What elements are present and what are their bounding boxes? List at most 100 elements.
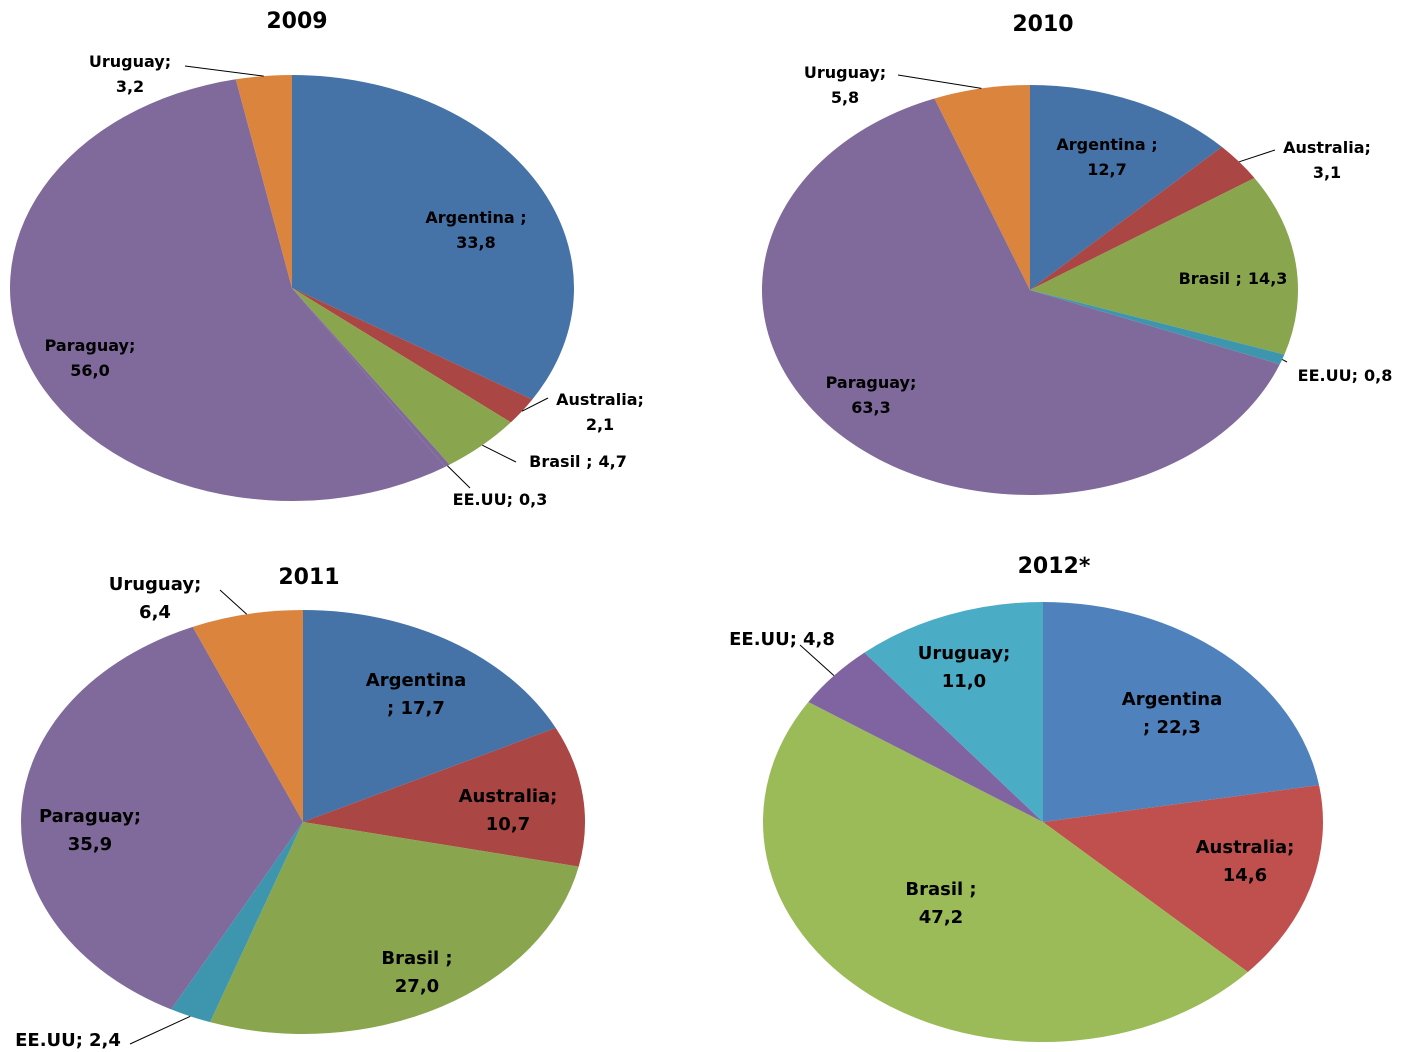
label-category: Brasil ;	[905, 879, 976, 900]
data-label: Australia; 2,1	[556, 390, 644, 434]
pie-slice	[292, 288, 533, 423]
label-value: 35,9	[68, 834, 112, 855]
label-value: 14,6	[1223, 865, 1267, 886]
data-label: Paraguay; 35,9	[39, 806, 141, 855]
pie-slice	[1043, 785, 1323, 972]
data-label: Australia; 10,7	[459, 786, 558, 835]
label-category: Paraguay;	[826, 373, 917, 392]
label-value: 4,7	[599, 452, 627, 471]
label-value: 4,8	[803, 629, 835, 650]
data-label: Uruguay; 5,8	[804, 63, 886, 107]
chart-title: 2010	[1012, 12, 1073, 37]
pie-slice	[9, 79, 446, 501]
pie-slice	[292, 75, 575, 400]
data-label: EE.UU; 4,8	[729, 629, 835, 650]
data-label: Argentina ; 22,3	[1122, 689, 1222, 738]
label-category: EE.UU;	[729, 629, 797, 650]
data-label: Australia; 14,6	[1196, 837, 1295, 886]
pie-slice	[192, 610, 303, 822]
label-category: Paraguay;	[39, 806, 141, 827]
label-category: Uruguay;	[804, 63, 886, 82]
data-label: EE.UU; 2,4	[15, 1030, 121, 1051]
chart-title: 2009	[266, 9, 327, 34]
label-value: 12,7	[1087, 160, 1126, 179]
label-category: Argentina	[366, 670, 466, 691]
leader-line	[219, 589, 248, 615]
pie-slice	[1030, 146, 1255, 290]
data-label: Brasil ; 14,3	[1179, 269, 1288, 288]
leader-line	[799, 644, 835, 676]
data-label: Uruguay; 3,2	[89, 52, 171, 96]
label-value: 5,8	[831, 88, 859, 107]
label-category: Uruguay;	[109, 574, 202, 595]
leader-line	[447, 465, 471, 489]
data-label: Brasil ; 27,0	[381, 948, 452, 997]
chart-title: 2012*	[1018, 554, 1091, 579]
label-category: Argentina ;	[1056, 135, 1157, 154]
label-category: EE.UU;	[1298, 366, 1358, 385]
pie-slice	[171, 822, 303, 1023]
data-label: Uruguay; 11,0	[918, 643, 1011, 692]
leader-line	[1238, 149, 1276, 163]
label-value: 3,1	[1313, 163, 1341, 182]
pie-slice	[292, 288, 511, 465]
label-category: Australia;	[459, 786, 558, 807]
label-value: 63,3	[851, 398, 890, 417]
data-label: Argentina ; 33,8	[425, 208, 526, 252]
leader-line	[1281, 358, 1288, 363]
pie-slice	[808, 652, 1043, 822]
data-label: Paraguay; 63,3	[826, 373, 917, 417]
leader-line	[521, 397, 549, 412]
label-value: 10,7	[486, 814, 530, 835]
pie-slice	[303, 610, 556, 822]
data-label: Paraguay; 56,0	[45, 336, 136, 380]
label-value: 2,1	[586, 415, 614, 434]
leader-line	[129, 1015, 191, 1045]
pie-slice	[1030, 290, 1285, 365]
label-category: Australia;	[1283, 138, 1371, 157]
data-label: Uruguay; 6,4	[109, 574, 202, 623]
pie-slice	[235, 75, 292, 288]
label-value: 47,2	[919, 907, 963, 928]
label-category: Uruguay;	[918, 643, 1011, 664]
leader-line	[482, 444, 517, 463]
data-label: EE.UU; 0,3	[453, 490, 548, 509]
label-category: Brasil ;	[529, 452, 592, 471]
pie-slice	[303, 727, 585, 867]
label-category: Australia;	[1196, 837, 1295, 858]
pie-slice	[1030, 177, 1298, 355]
label-category: Argentina	[1122, 689, 1222, 710]
label-category: Australia;	[556, 390, 644, 409]
pie-chart: 2010 Argentina ; 12,7 Australia; 3,1 Brasil ;…	[761, 12, 1393, 496]
data-label: Argentina ; 17,7	[366, 670, 466, 719]
label-category: Brasil ;	[381, 948, 452, 969]
pie-slice	[934, 85, 1030, 290]
label-value: 11,0	[942, 671, 986, 692]
label-value: 6,4	[139, 602, 171, 623]
label-value: 33,8	[456, 233, 495, 252]
label-value: 56,0	[70, 361, 109, 380]
label-value: 14,3	[1248, 269, 1287, 288]
pie-chart: 2011 Argentina ; 17,7 Australia; 10,7 Brasil …	[15, 565, 585, 1051]
label-category: EE.UU;	[453, 490, 513, 509]
leader-line	[897, 74, 982, 89]
pie-slice	[762, 701, 1248, 1043]
data-label: EE.UU; 0,8	[1298, 366, 1393, 385]
data-label: Argentina ; 12,7	[1056, 135, 1157, 179]
label-value: ; 22,3	[1143, 717, 1201, 738]
label-category: Uruguay;	[89, 52, 171, 71]
label-category: Brasil ;	[1179, 269, 1242, 288]
pie-chart: 2012* Argentina ; 22,3 Australia; 14,6 Brasil…	[729, 554, 1323, 1043]
data-label: Brasil ; 47,2	[905, 879, 976, 928]
label-category: Paraguay;	[45, 336, 136, 355]
label-value: 27,0	[395, 976, 439, 997]
label-value: 2,4	[89, 1030, 121, 1051]
pie-chart: 2009 Argentina ; 33,8 Australia; 2,1 Brasil ;…	[9, 9, 644, 509]
pie-slice	[21, 626, 303, 1010]
data-label: Brasil ; 4,7	[529, 452, 627, 471]
label-value: 3,2	[116, 77, 144, 96]
pie-slice	[761, 98, 1280, 496]
label-value: 0,8	[1364, 366, 1392, 385]
pie-slice	[864, 602, 1043, 822]
